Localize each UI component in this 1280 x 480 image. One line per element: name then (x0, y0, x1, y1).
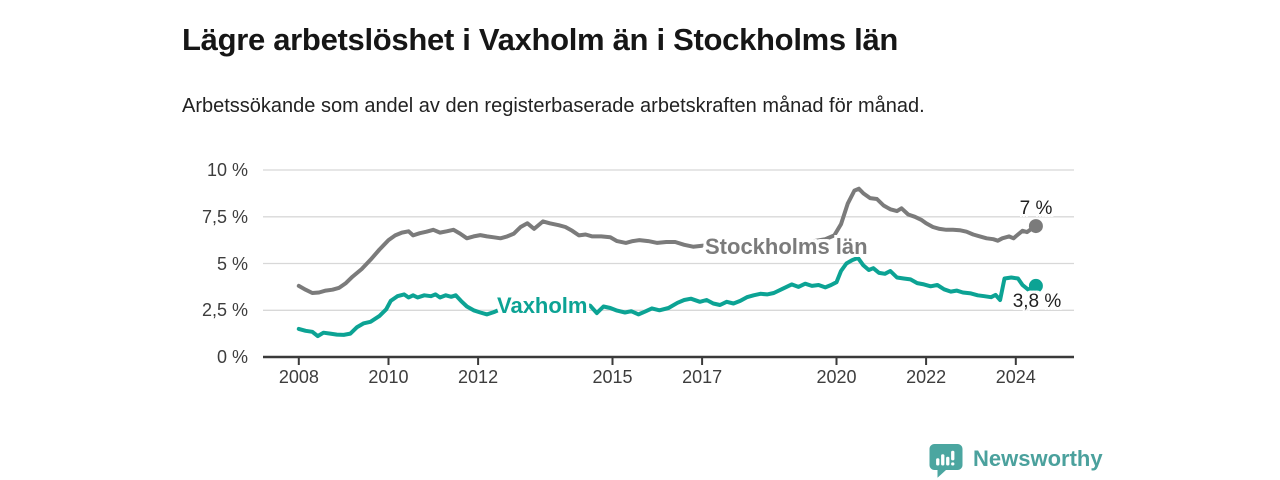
series-line-stockholms-lan (296, 186, 1038, 295)
x-tick-label: 2022 (906, 367, 947, 387)
x-tick-label: 2020 (816, 367, 857, 387)
x-tick-label: 2010 (368, 367, 409, 387)
newsworthy-logo: Newsworthy (929, 444, 1103, 478)
end-dot-vaxholm (1028, 278, 1043, 293)
newsworthy-wordmark: Newsworthy (973, 446, 1103, 471)
y-tick-label: 5 % (216, 253, 248, 274)
x-tick-label: 2015 (592, 367, 633, 387)
end-value-vaxholm: 3,8 % (1012, 291, 1062, 312)
end-dot-stockholms-lan (1028, 219, 1043, 234)
y-tick-label: 10 % (206, 160, 248, 180)
chart-title: Lägre arbetslöshet i Vaxholm än i Stockh… (182, 21, 899, 57)
x-tick-label: 2012 (458, 367, 499, 387)
end-value-stockholms-lan: 7 % (1019, 198, 1053, 219)
series-label-vaxholm: Vaxholm (497, 293, 588, 318)
y-tick-label: 2,5 % (201, 300, 248, 321)
y-tick-label: 7,5 % (201, 206, 248, 227)
y-tick-label: 0 % (216, 347, 248, 367)
newsworthy-bars-icon (929, 444, 963, 478)
x-tick-label: 2017 (682, 367, 723, 387)
series-line-vaxholm (296, 255, 1038, 339)
series-label-stockholms-lan: Stockholms län (705, 234, 868, 259)
chart-subtitle: Arbetssökande som andel av den registerb… (182, 95, 925, 117)
x-tick-label: 2024 (995, 367, 1036, 387)
x-tick-label: 2008 (278, 367, 319, 387)
